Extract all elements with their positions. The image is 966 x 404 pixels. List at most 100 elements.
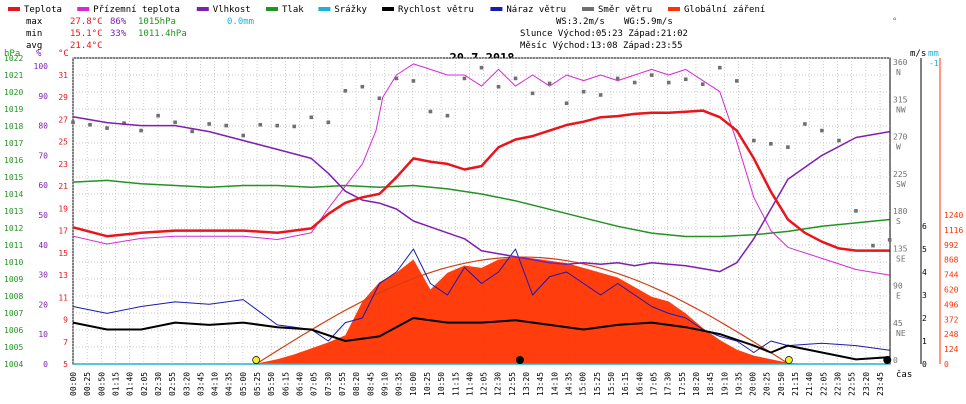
info-ws: WS:3.2m/s [556,17,605,27]
temperature-tick: 7 [63,338,68,347]
stats-max-press: 1015hPa [138,17,176,27]
x-tick-label: 18:20 [692,372,701,396]
wind-speed-tick: 6 [922,222,927,231]
x-tick-label: 15:25 [593,372,602,396]
legend-swatch [196,7,209,11]
wind-dir-point [666,80,671,85]
humidity-tick: 20 [38,300,48,309]
x-tick-label: 06:15 [281,372,290,396]
series-line [72,248,890,353]
wind-dir-point [769,142,773,146]
humidity-unit: % [36,49,42,59]
series-line [72,115,890,273]
wind-dir-point [445,113,450,118]
pressure-tick: 1016 [4,156,23,165]
x-tick-label: 17:55 [678,372,687,396]
wind-dir-point [854,209,858,213]
stats-min-temp: 15.1°C [70,29,103,39]
wind-dir-point [564,101,569,106]
wind-dir-point [786,145,790,149]
wind-dir-tick: 315 [893,95,908,104]
wind-dir-point [496,84,501,89]
stats-avg-label: avg [26,41,42,51]
stats-min-hum: 33% [110,29,127,39]
humidity-tick: 90 [38,92,48,101]
info-sun: Slunce Východ:05:23 Západ:21:02 [520,29,688,39]
wind-dir-point [803,122,807,126]
wind-dir-point [632,80,637,85]
wind-dir-point [871,243,875,248]
rain-tick: -1 [929,59,939,68]
wind-dir-point [360,84,365,89]
temperature-tick: 23 [58,160,68,169]
humidity-tick: 0 [43,360,48,369]
wind-dir-name: SE [896,254,906,263]
pressure-tick: 1004 [4,360,23,369]
x-tick-label: 19:35 [734,372,743,396]
wind-dir-point [156,113,160,118]
temperature-tick: 31 [58,71,68,80]
x-tick-label: 20:25 [763,372,772,396]
x-tick-label: 20:50 [777,372,786,396]
x-tick-label: 16:15 [621,372,630,396]
wind-dir-tick: 360 [893,58,908,67]
x-tick-label: 04:35 [225,372,234,396]
wind-dir-tick: 0 [893,356,898,365]
humidity-tick: 60 [38,181,48,190]
radiation-tick: 124 [944,345,959,354]
wind-dir-tick: 225 [893,170,908,179]
pressure-tick: 1006 [4,326,23,335]
wind-dir-point [513,76,518,81]
temperature-tick: 21 [58,182,68,191]
temperature-tick: 13 [58,271,68,280]
wind-dir-point [207,122,211,126]
wind-dir-point [547,81,552,86]
legend-label: Rychlost větru [398,5,474,15]
wind-dir-point [598,93,603,97]
pressure-tick: 1012 [4,224,23,233]
wind-dir-tick: 135 [893,244,908,253]
wind-dir-name: NE [896,329,906,338]
wind-dir-point [258,122,263,127]
wind-speed-tick: 3 [922,291,927,300]
x-tick-label: 10:00 [409,372,418,396]
temperature-tick: 15 [58,249,68,258]
stats-avg-temp: 21.4°C [70,41,103,51]
x-tick-label: 01:15 [111,372,120,396]
x-tick-label: 02:05 [140,372,149,396]
sunrise-marker [252,356,260,364]
legend-swatch [382,7,394,11]
info-moon: Měsíc Východ:13:08 Západ:23:55 [520,41,683,51]
legend-swatch [77,7,90,11]
wind-dir-tick: 180 [893,207,908,216]
x-tick-label: 22:30 [834,372,843,396]
wind-dir-point [275,123,280,128]
wind-dir-point [428,109,433,114]
wind-dir-point [479,65,484,70]
wind-dir-point [88,122,92,127]
series-line [72,109,890,252]
radiation-tick: 372 [944,315,959,324]
temperature-tick: 11 [58,293,68,302]
wind-speed-tick: 5 [922,245,927,254]
x-tick-label: 08:20 [352,372,361,396]
wind-speed-tick: 1 [922,337,927,346]
sun-curve [255,256,790,365]
legend-label: Srážky [334,5,367,15]
x-tick-label: 03:45 [196,372,205,396]
legend-label: Náraz větru [506,5,566,15]
x-tick-label: 05:00 [239,372,248,396]
humidity-tick: 80 [38,122,48,131]
x-tick-label: 21:15 [791,372,800,396]
wind-dir-point [173,120,177,125]
wind-dir-point [139,128,143,133]
x-tick-label: 12:05 [480,372,489,396]
pressure-tick: 1019 [4,105,23,114]
wind-dir-point [820,128,824,133]
moonrise-marker [515,356,524,364]
pressure-tick: 1007 [4,309,23,318]
temperature-tick: 5 [63,360,68,369]
wind-dir-point [122,121,126,125]
wind-dir-name: SW [896,180,906,189]
